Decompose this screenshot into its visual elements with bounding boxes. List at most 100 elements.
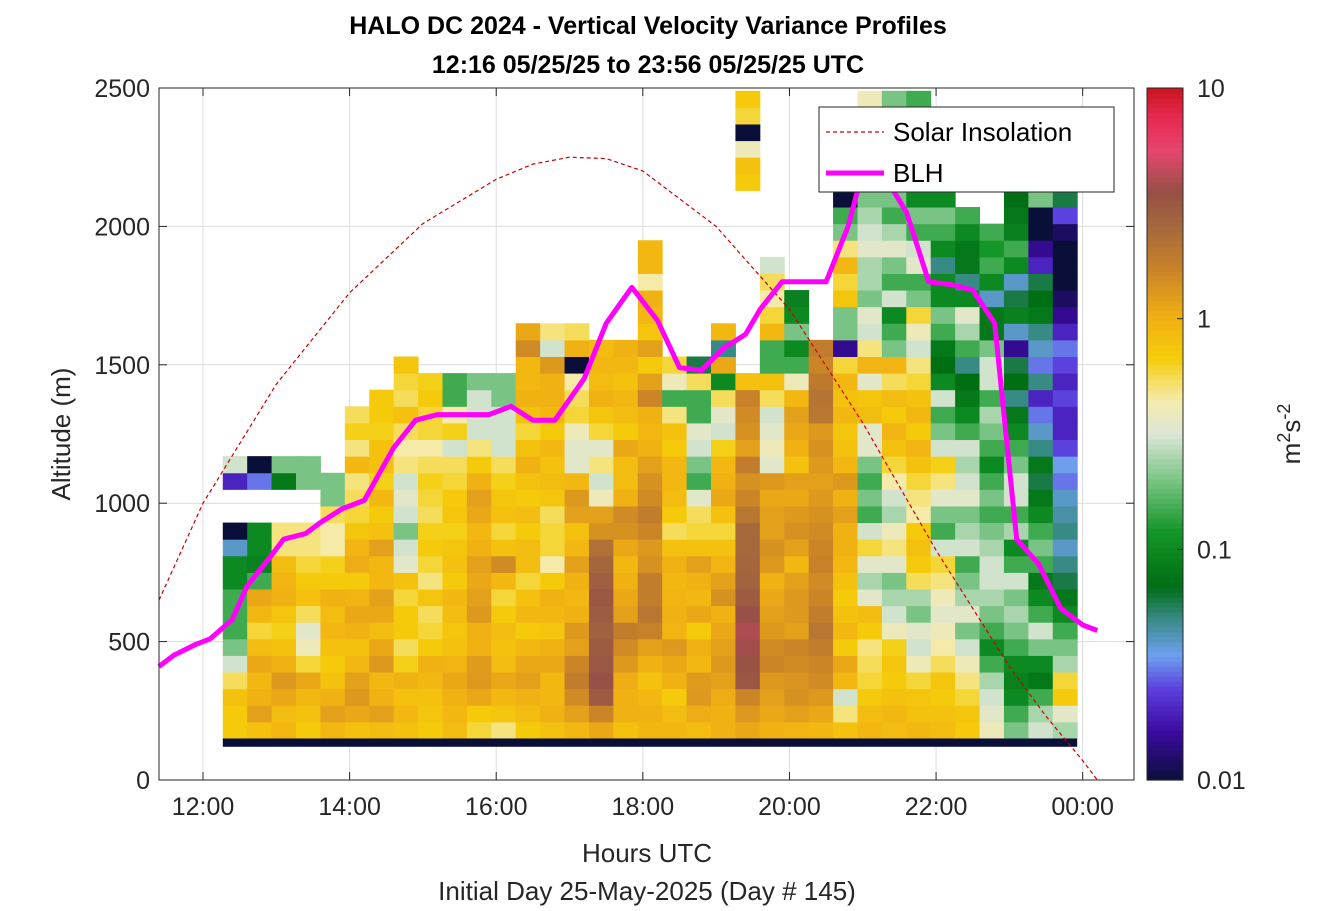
heatmap-cell	[564, 406, 590, 424]
colorbar-segment	[1147, 246, 1183, 252]
chart-title: HALO DC 2024 - Vertical Velocity Varianc…	[349, 12, 947, 40]
heatmap-cell	[1028, 240, 1054, 258]
colorbar-segment	[1147, 127, 1183, 134]
heatmap-cell	[784, 406, 810, 424]
heatmap-cell	[857, 256, 883, 274]
heatmap-cell	[711, 373, 736, 391]
heatmap-cell	[515, 721, 541, 739]
y-axis-ticks: 0 500 1000 1500 2000 2500	[94, 75, 1134, 795]
heatmap-cell	[393, 622, 419, 640]
heatmap-cell	[344, 672, 370, 690]
heatmap-cell	[881, 439, 907, 457]
colorbar-segment	[1147, 493, 1183, 499]
colorbar-segment	[1147, 651, 1183, 658]
heatmap-cell	[418, 721, 443, 739]
heatmap-cell	[930, 339, 956, 357]
heatmap-cell	[442, 389, 468, 407]
heatmap-cell	[833, 290, 858, 308]
heatmap-cell	[711, 356, 736, 374]
heatmap-cell	[979, 489, 1005, 507]
heatmap-cell	[1052, 439, 1078, 457]
heatmap-cell	[833, 422, 858, 441]
heatmap-cell	[1052, 373, 1078, 391]
heatmap-cell	[613, 356, 639, 374]
colorbar-segment	[1147, 552, 1183, 559]
heatmap-cell	[784, 572, 810, 590]
heatmap-cell	[662, 638, 688, 656]
heatmap-cell	[735, 688, 761, 706]
heatmap-cell	[833, 555, 858, 573]
heatmap-cell	[296, 705, 321, 723]
heatmap-cell	[1052, 489, 1078, 507]
heatmap-cell	[1028, 672, 1054, 690]
heatmap-cell	[857, 472, 883, 490]
heatmap-cell	[955, 589, 981, 607]
colorbar-segment	[1147, 700, 1183, 707]
heatmap-cell	[1003, 256, 1029, 274]
heatmap-cell	[344, 522, 370, 540]
heatmap-cell	[662, 589, 688, 607]
heatmap-cell	[686, 489, 712, 507]
y-tick-label: 500	[108, 629, 150, 657]
heatmap-cell	[369, 572, 395, 590]
heatmap-cell	[857, 439, 883, 457]
heatmap-cell	[393, 555, 419, 573]
heatmap-cell	[491, 638, 517, 656]
colorbar-segment	[1147, 478, 1183, 485]
heatmap-cell	[637, 256, 663, 274]
heatmap-cell	[491, 622, 517, 640]
heatmap-cell	[588, 406, 614, 424]
heatmap-cell	[979, 705, 1005, 723]
colorbar-segment	[1147, 117, 1183, 124]
heatmap-cell	[637, 605, 663, 623]
heatmap-cell	[222, 622, 248, 640]
heatmap-cell	[711, 555, 736, 573]
heatmap-cell	[1052, 572, 1078, 590]
heatmap-cell	[637, 672, 663, 690]
heatmap-cell	[784, 439, 810, 457]
series-solar-insolation-line	[158, 156, 1098, 781]
colorbar-tick-label: 0.01	[1197, 767, 1246, 795]
heatmap-cell	[881, 406, 907, 424]
heatmap-cell	[808, 589, 834, 607]
colorbar-segment	[1147, 315, 1183, 321]
heatmap-cell	[686, 688, 712, 706]
heatmap-cell	[808, 439, 834, 457]
heatmap-cell	[735, 655, 761, 673]
heatmap-cell	[418, 672, 443, 690]
heatmap-cell	[344, 721, 370, 739]
heatmap-cell	[930, 721, 956, 739]
heatmap-cell	[857, 406, 883, 424]
heatmap-cell	[637, 273, 663, 291]
heatmap-cell	[759, 489, 785, 507]
heatmap-cell	[930, 539, 956, 557]
heatmap-cell	[320, 622, 346, 640]
heatmap-cell	[979, 688, 1005, 706]
colorbar-segment	[1147, 577, 1183, 583]
heatmap-cell	[393, 589, 419, 607]
colorbar-segment	[1147, 532, 1183, 539]
heatmap-cell	[442, 422, 468, 441]
heatmap-cell	[296, 605, 321, 623]
heatmap-cell	[881, 672, 907, 690]
colorbar-segment	[1147, 656, 1183, 662]
heatmap-cell	[418, 505, 443, 524]
heatmap-cell	[588, 589, 614, 607]
heatmap-cell	[857, 605, 883, 623]
heatmap-cell	[906, 655, 932, 673]
colorbar-segment	[1147, 522, 1183, 529]
heatmap-cell	[1028, 638, 1054, 656]
heatmap-cell	[906, 339, 932, 357]
heatmap-cell	[1003, 373, 1029, 391]
heatmap-cell	[491, 456, 517, 474]
heatmap-cell	[808, 688, 834, 706]
heatmap-cell	[930, 456, 956, 474]
heatmap-cell	[906, 323, 932, 341]
heatmap-cell	[833, 356, 858, 374]
heatmap-cell	[857, 522, 883, 540]
heatmap-cell	[955, 522, 981, 540]
heatmap-cell	[881, 539, 907, 557]
heatmap-cell	[393, 522, 419, 540]
heatmap-cell	[955, 456, 981, 474]
heatmap-cell	[662, 389, 688, 407]
